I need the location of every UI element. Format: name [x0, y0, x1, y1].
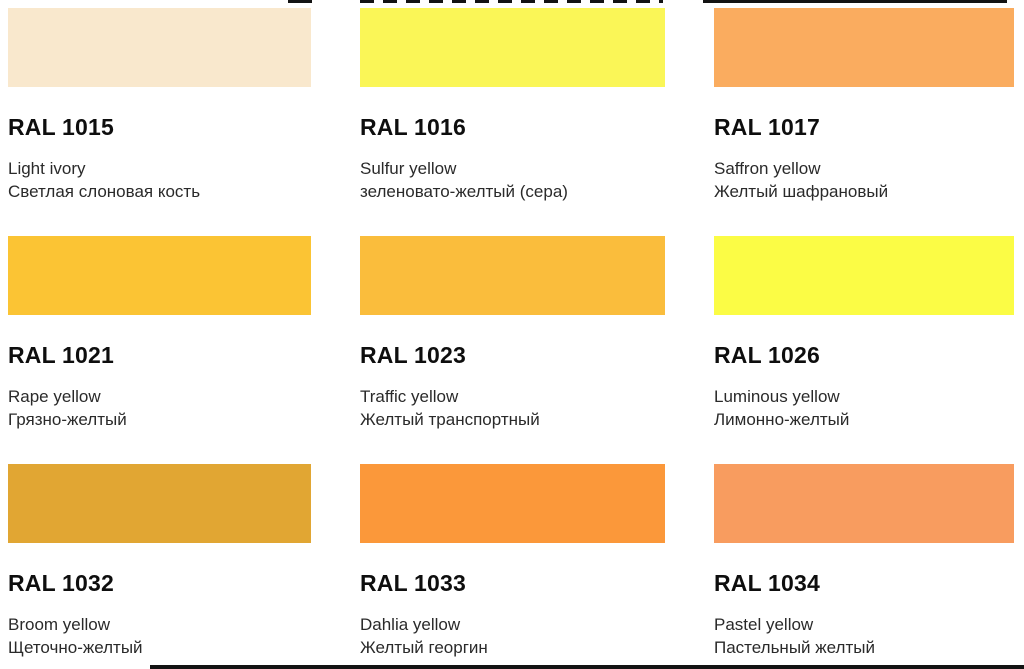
swatch-card: RAL 1034 Pastel yellow Пастельный желтый [714, 464, 1014, 659]
ral-code-label: RAL 1032 [8, 570, 115, 596]
ral-code-label: RAL 1034 [714, 570, 821, 596]
ral-code-label: RAL 1023 [360, 342, 467, 368]
color-name-en: Dahlia yellow [360, 615, 461, 634]
color-name-en: Saffron yellow [714, 159, 821, 178]
color-name-ru: Светлая слоновая кость [8, 182, 201, 201]
swatch-card: RAL 1033 Dahlia yellow Желтый георгин [360, 464, 665, 659]
color-names: Saffron yellow Желтый шафрановый [714, 157, 1014, 203]
color-name-ru: Грязно-желтый [8, 410, 127, 429]
color-name-en: Rape yellow [8, 387, 101, 406]
color-name-en: Broom yellow [8, 615, 111, 634]
color-names: Rape yellow Грязно-желтый [8, 385, 311, 431]
swatch-card: RAL 1026 Luminous yellow Лимонно-желтый [714, 236, 1014, 431]
color-names: Light ivory Светлая слоновая кость [8, 157, 311, 203]
color-name-en: Traffic yellow [360, 387, 459, 406]
color-swatch [714, 464, 1014, 543]
color-names: Traffic yellow Желтый транспортный [360, 385, 665, 431]
color-swatch [360, 236, 665, 315]
ral-code-label: RAL 1017 [714, 114, 821, 140]
ral-code-label: RAL 1015 [8, 114, 115, 140]
cropped-top-edge-artifact-col2 [360, 0, 663, 3]
color-name-ru: зеленовато-желтый (сера) [360, 182, 568, 201]
color-swatch [714, 236, 1014, 315]
swatch-card: RAL 1017 Saffron yellow Желтый шафрановы… [714, 8, 1014, 203]
color-name-en: Sulfur yellow [360, 159, 457, 178]
color-name-ru: Щеточно-желтый [8, 638, 143, 657]
color-swatch [714, 8, 1014, 87]
ral-code-label: RAL 1033 [360, 570, 467, 596]
color-names: Broom yellow Щеточно-желтый [8, 613, 311, 659]
color-name-ru: Желтый транспортный [360, 410, 540, 429]
color-swatch [8, 236, 311, 315]
color-swatch [360, 8, 665, 87]
color-swatch [8, 8, 311, 87]
swatch-grid: RAL 1015 Light ivory Светлая слоновая ко… [8, 8, 1014, 659]
color-names: Sulfur yellow зеленовато-желтый (сера) [360, 157, 665, 203]
cropped-top-edge-artifact-col3 [703, 0, 1007, 3]
swatch-card: RAL 1023 Traffic yellow Желтый транспорт… [360, 236, 665, 431]
swatch-card: RAL 1016 Sulfur yellow зеленовато-желтый… [360, 8, 665, 203]
color-swatch [8, 464, 311, 543]
color-name-ru: Пастельный желтый [714, 638, 875, 657]
color-name-ru: Лимонно-желтый [714, 410, 850, 429]
cropped-top-edge-artifact-col1 [288, 0, 312, 3]
color-name-ru: Желтый шафрановый [714, 182, 889, 201]
color-names: Dahlia yellow Желтый георгин [360, 613, 665, 659]
color-names: Pastel yellow Пастельный желтый [714, 613, 1014, 659]
swatch-card: RAL 1021 Rape yellow Грязно-желтый [8, 236, 311, 431]
swatch-card: RAL 1015 Light ivory Светлая слоновая ко… [8, 8, 311, 203]
ral-code-label: RAL 1016 [360, 114, 467, 140]
cropped-bottom-edge-artifact [150, 665, 1024, 669]
color-name-en: Luminous yellow [714, 387, 840, 406]
color-name-ru: Желтый георгин [360, 638, 488, 657]
ral-code-label: RAL 1021 [8, 342, 115, 368]
color-name-en: Pastel yellow [714, 615, 814, 634]
color-name-en: Light ivory [8, 159, 86, 178]
ral-code-label: RAL 1026 [714, 342, 821, 368]
color-swatch [360, 464, 665, 543]
swatch-card: RAL 1032 Broom yellow Щеточно-желтый [8, 464, 311, 659]
color-names: Luminous yellow Лимонно-желтый [714, 385, 1014, 431]
